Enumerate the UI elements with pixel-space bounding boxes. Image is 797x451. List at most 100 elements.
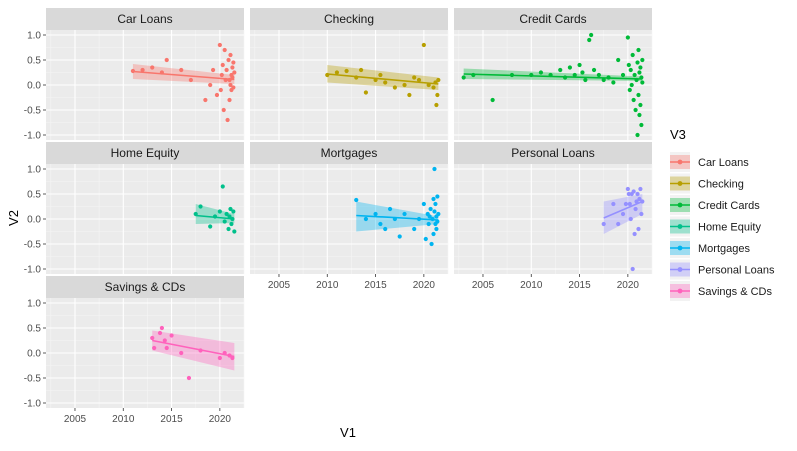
data-point <box>363 90 369 95</box>
facet-strip-label: Savings & CDs <box>105 280 186 294</box>
data-point <box>378 221 383 227</box>
x-tick-label: 2015 <box>568 280 591 291</box>
trend-line <box>152 339 235 358</box>
confidence-band <box>356 201 439 232</box>
data-point <box>601 77 606 83</box>
trend-line <box>356 214 439 221</box>
legend-label: Home Equity <box>698 222 761 234</box>
data-point <box>620 72 626 78</box>
y-tick-label: 0.0 <box>27 215 41 226</box>
facet-car-loans: Car Loans <box>46 8 245 140</box>
data-point <box>412 75 417 80</box>
data-point <box>354 197 359 203</box>
data-point <box>572 72 577 78</box>
data-point <box>548 72 553 78</box>
x-tick-label: 2020 <box>413 280 436 291</box>
data-point <box>632 72 637 78</box>
legend-item: Personal Loans <box>670 259 775 280</box>
y-tick-label: 0.5 <box>27 190 41 201</box>
data-point <box>634 199 639 204</box>
data-point <box>217 209 222 214</box>
data-point <box>627 87 632 93</box>
data-point <box>169 333 174 338</box>
data-point <box>640 80 645 85</box>
data-point <box>637 112 642 118</box>
data-point <box>423 236 428 242</box>
data-point <box>159 70 165 75</box>
data-point <box>230 355 235 361</box>
data-point <box>219 72 224 78</box>
y-tick-label: -1.0 <box>24 265 42 276</box>
data-point <box>580 70 585 75</box>
data-point <box>150 65 155 70</box>
x-axis-title: V1 <box>340 425 356 440</box>
legend-item: Car Loans <box>670 152 749 172</box>
data-point <box>228 52 233 58</box>
facet-strip <box>454 8 652 30</box>
data-point <box>638 102 643 108</box>
data-point <box>392 85 397 90</box>
data-point <box>214 92 220 98</box>
data-point <box>435 194 440 199</box>
legend-key-point <box>677 267 683 272</box>
data-point <box>626 191 631 197</box>
x-tick-label: 2010 <box>112 414 135 425</box>
data-point <box>227 353 232 358</box>
data-point <box>631 97 636 103</box>
legend-label: Savings & CDs <box>698 286 772 298</box>
data-point <box>152 345 157 351</box>
y-tick-label: 0.5 <box>27 324 41 335</box>
data-point <box>392 216 397 222</box>
data-point <box>140 67 145 73</box>
data-point <box>188 77 193 83</box>
data-point <box>150 335 155 341</box>
data-point <box>626 62 631 68</box>
data-point <box>601 221 606 227</box>
y-tick-label: 1.0 <box>27 31 41 42</box>
data-point <box>529 72 534 78</box>
confidence-band <box>132 64 235 84</box>
data-point <box>210 67 216 73</box>
data-point <box>225 117 230 123</box>
legend-item: Home Equity <box>670 216 761 237</box>
data-point <box>230 216 235 222</box>
data-point <box>589 32 594 38</box>
data-point <box>636 47 641 53</box>
legend-key-point <box>677 202 683 208</box>
facet-strip <box>250 8 448 30</box>
data-point <box>212 214 218 219</box>
data-point <box>383 80 388 85</box>
data-point <box>164 345 169 351</box>
data-point <box>620 211 626 217</box>
data-point <box>130 68 136 74</box>
data-point <box>461 75 466 80</box>
x-axis-labels: 2005 2010 2015 2020 2005 2010 2015 2020 2005 2010… <box>64 274 639 425</box>
data-point <box>325 72 330 78</box>
data-point <box>436 211 441 217</box>
legend-label: Mortgages <box>698 243 750 255</box>
data-point <box>627 201 632 207</box>
x-tick-label: 2010 <box>520 280 543 291</box>
data-point <box>221 107 226 113</box>
data-point <box>430 216 435 222</box>
data-point <box>378 72 383 78</box>
legend-item: Checking <box>670 173 744 194</box>
x-tick-label: 2005 <box>472 280 495 291</box>
data-point <box>639 211 644 217</box>
legend-label: Credit Cards <box>698 200 760 212</box>
data-point <box>431 196 436 202</box>
data-point <box>630 52 635 58</box>
data-point <box>630 266 635 272</box>
x-tick-label: 2020 <box>209 414 232 425</box>
data-point <box>223 77 228 83</box>
facet-strip <box>454 142 652 164</box>
data-point <box>509 72 515 78</box>
confidence-band <box>195 204 235 224</box>
data-point <box>373 211 378 217</box>
confidence-band <box>327 65 439 90</box>
legend-key-point <box>677 181 683 186</box>
data-point <box>639 122 644 128</box>
facet-strip <box>46 142 244 164</box>
legend-item: Savings & CDs <box>670 281 772 301</box>
data-point <box>373 77 378 83</box>
